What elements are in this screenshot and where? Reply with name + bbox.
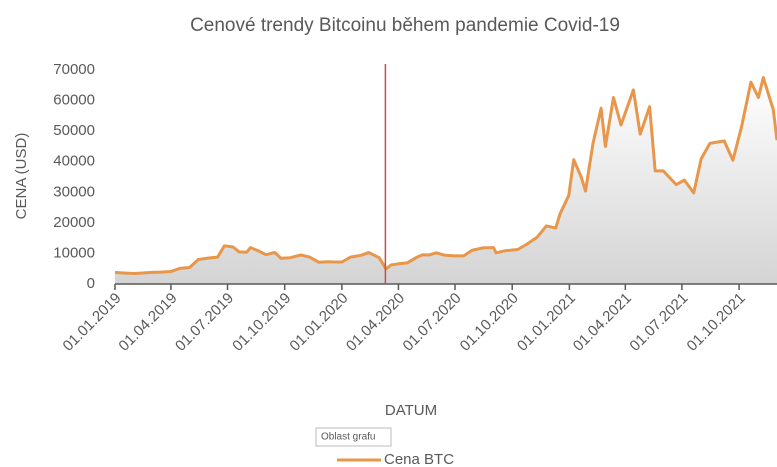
legend-label: Cena BTC [384, 451, 454, 467]
x-tick-label: 01.04.2019 [115, 290, 180, 355]
x-tick-label: 01.04.2021 [570, 290, 635, 355]
chart-title: Cenové trendy Bitcoinu během pandemie Co… [190, 15, 620, 36]
x-tick-label: 01.10.2020 [457, 290, 522, 355]
y-tick-label: 40000 [53, 153, 95, 170]
x-tick-label: 01.10.2021 [684, 290, 749, 355]
x-tick-label: 01.10.2019 [229, 290, 294, 355]
x-tick-label: 01.07.2021 [626, 290, 691, 355]
y-axis-title: CENA (USD) [13, 133, 30, 220]
y-tick-label: 70000 [53, 61, 95, 78]
x-tick-label: 01.01.2021 [514, 290, 579, 355]
tooltip: Oblast grafu [321, 432, 375, 443]
y-tick-label: 30000 [53, 183, 95, 200]
x-tick-label: 01.01.2020 [286, 290, 351, 355]
x-tick-label: 01.04.2020 [343, 290, 408, 355]
y-tick-label: 50000 [53, 122, 95, 139]
x-tick-label: 01.01.2019 [60, 290, 125, 355]
x-tick-label: 01.07.2019 [172, 290, 237, 355]
y-tick-label: 60000 [53, 92, 95, 109]
x-tick-label: 01.07.2020 [400, 290, 465, 355]
y-tick-label: 20000 [53, 214, 95, 231]
y-tick-label: 0 [87, 275, 95, 292]
line [114, 76, 777, 275]
y-tick-label: 10000 [53, 244, 95, 261]
x-axis-title: DATUM [385, 402, 437, 419]
tooltip-box [315, 427, 392, 447]
area [115, 77, 777, 284]
